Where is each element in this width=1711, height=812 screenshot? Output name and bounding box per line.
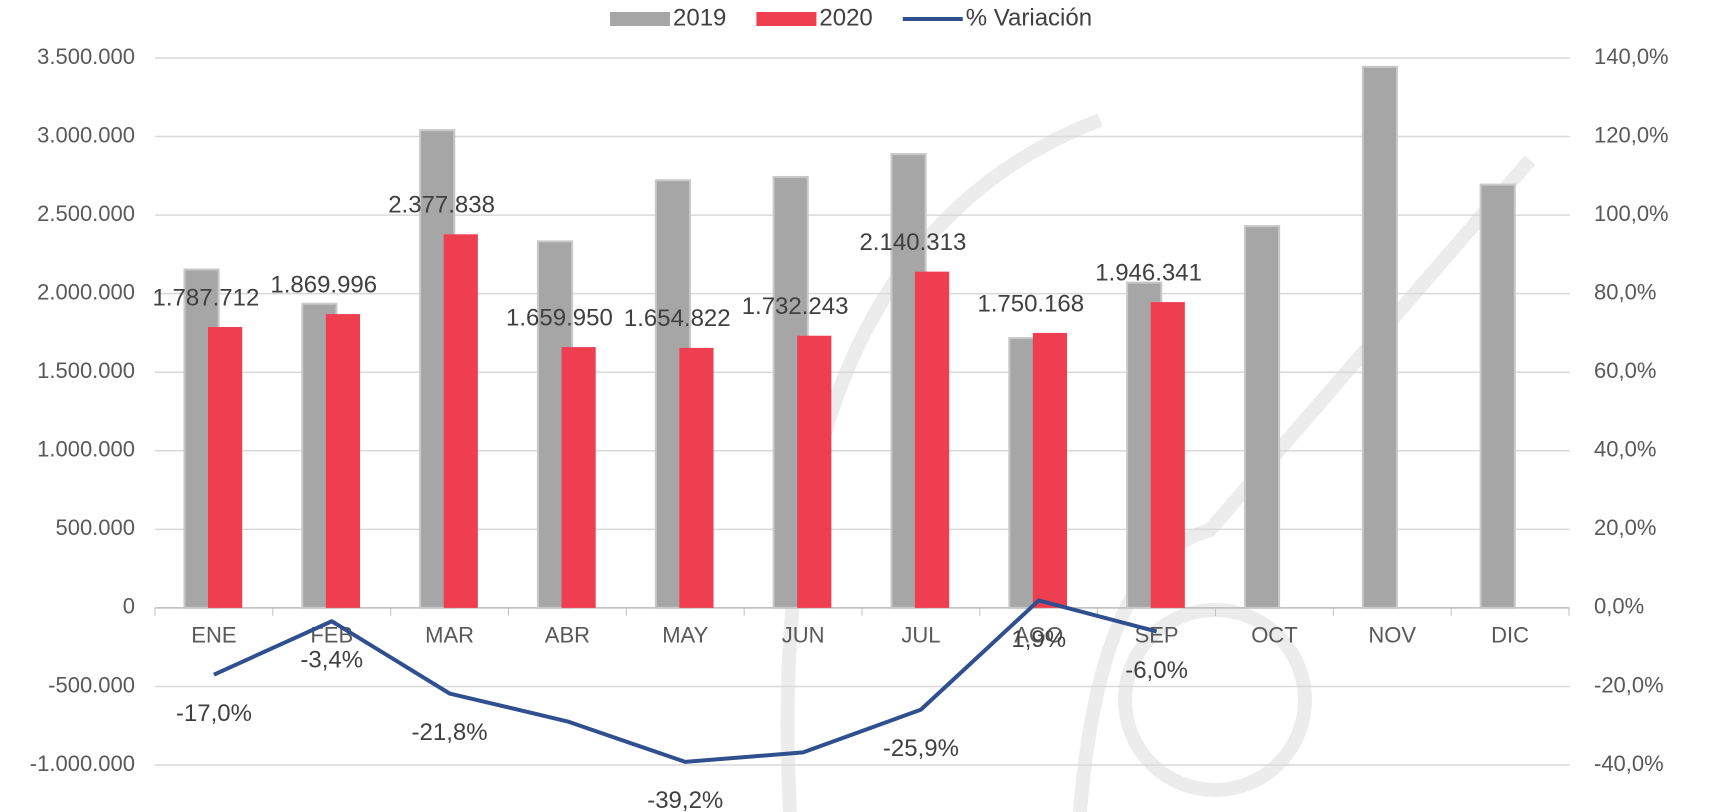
y2-tick-label: 0,0% [1594,594,1644,619]
y-tick-label: 500.000 [55,515,135,540]
data-label: 2.140.313 [860,229,967,256]
bar [326,314,360,608]
bar [1245,226,1279,608]
variation-label: -3,4% [300,647,363,674]
variation-label: -39,2% [647,787,723,812]
variation-label: -21,8% [412,719,488,746]
bar [444,234,478,608]
x-tick-label: ENE [191,623,236,648]
legend-label: 2020 [819,4,872,31]
bar [1033,333,1067,608]
y-tick-label: 1.500.000 [37,358,135,383]
bar [915,272,949,608]
legend-label: % Variación [966,4,1092,31]
bar [1363,67,1397,608]
data-label: 1.869.996 [270,271,377,298]
x-tick-label: OCT [1251,623,1297,648]
variation-label: 1,9% [1011,626,1066,653]
y-tick-label: -500.000 [48,672,135,697]
y2-tick-label: 40,0% [1594,437,1656,462]
data-label: 1.659.950 [506,304,613,331]
y-tick-label: -1.000.000 [30,751,135,776]
y-tick-label: 3.500.000 [37,44,135,69]
y2-tick-label: 140,0% [1594,44,1669,69]
y2-tick-label: 100,0% [1594,201,1669,226]
y2-tick-label: 60,0% [1594,358,1656,383]
bar [562,347,596,608]
x-tick-label: NOV [1368,623,1416,648]
variation-label: -25,9% [883,735,959,762]
x-tick-label: DIC [1491,623,1529,648]
bar [1481,185,1515,608]
chart: -1.000.000 -500.000 0 500.000 1.000.000 1.500… [0,0,1711,812]
legend-swatch [610,12,670,26]
variation-label: -17,0% [176,700,252,727]
y-tick-label: 2.000.000 [37,279,135,304]
variation-label: -6,0% [1125,657,1188,684]
x-tick-label: JUL [901,623,940,648]
y2-tick-label: -40,0% [1594,751,1664,776]
bar [1151,302,1185,608]
y-tick-label: 2.500.000 [37,201,135,226]
data-label: 1.946.341 [1095,259,1202,286]
data-label: 1.654.822 [624,305,731,332]
x-tick-label: JUN [782,623,825,648]
y-tick-label: 0 [123,594,135,619]
data-label: 2.377.838 [388,192,495,219]
legend-swatch [756,12,816,26]
bar [208,327,242,608]
y2-tick-label: 120,0% [1594,122,1669,147]
x-tick-label: MAR [425,623,474,648]
y2-tick-label: -20,0% [1594,672,1664,697]
x-tick-label: ABR [545,623,590,648]
y2-tick-label: 20,0% [1594,515,1656,540]
data-label: 1.787.712 [153,284,260,311]
data-label: 1.750.168 [977,290,1084,317]
legend-label: 2019 [673,4,726,31]
bar [679,348,713,608]
x-tick-label: MAY [662,623,708,648]
y2-tick-label: 80,0% [1594,279,1656,304]
bar [797,336,831,608]
y-tick-label: 1.000.000 [37,437,135,462]
data-label: 1.732.243 [742,293,849,320]
y-tick-label: 3.000.000 [37,122,135,147]
